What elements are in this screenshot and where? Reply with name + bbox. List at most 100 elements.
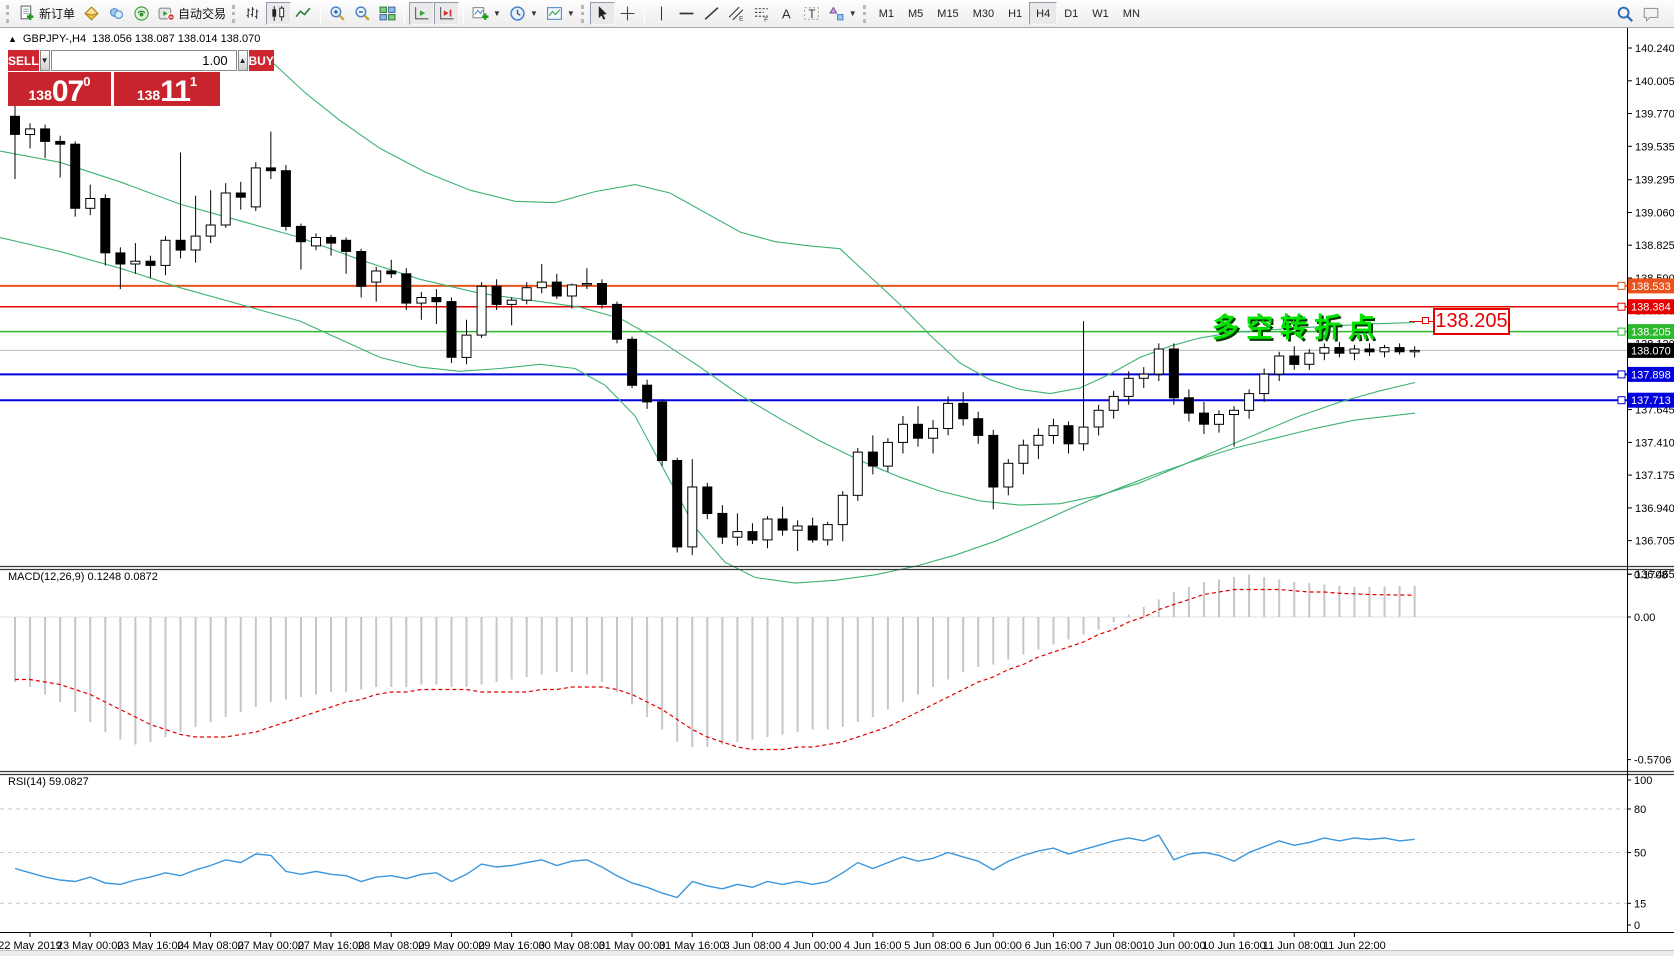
- macd-signal-line: [15, 588, 1415, 751]
- svg-text:138.825: 138.825: [1635, 240, 1674, 252]
- turning-point-annotation[interactable]: 多空转折点: [1212, 313, 1382, 343]
- svg-text:A: A: [782, 6, 791, 21]
- svg-text:136.940: 136.940: [1635, 503, 1674, 515]
- community-button[interactable]: [104, 2, 129, 25]
- svg-text:11 Jun 08:00: 11 Jun 08:00: [1263, 940, 1326, 952]
- publisher-icon: [83, 5, 100, 22]
- tile-windows-button[interactable]: [375, 2, 400, 25]
- buy-price-base: 138: [136, 87, 161, 103]
- sell-price-base: 138: [28, 87, 52, 103]
- sell-button[interactable]: SELL: [8, 50, 39, 71]
- signals-button[interactable]: [129, 2, 154, 25]
- svg-text:27 May 16:00: 27 May 16:00: [298, 940, 365, 952]
- tf-m1-button[interactable]: M1: [872, 2, 901, 25]
- periods-icon: [509, 5, 526, 22]
- volume-increase-button[interactable]: ▲: [237, 50, 248, 71]
- chevron-down-icon[interactable]: ▼: [493, 9, 501, 18]
- chart-canvas[interactable]: 140.240 140.005 139.770 139.535 139.295 139.0…: [0, 28, 1674, 956]
- auto-scroll-icon: [413, 5, 430, 22]
- volume-decrease-button[interactable]: ▼: [39, 50, 50, 71]
- tf-m15-button[interactable]: M15: [930, 2, 965, 25]
- sell-price-pips: 07: [51, 74, 84, 108]
- community-icon: [108, 5, 125, 22]
- line-chart-icon: [295, 5, 312, 22]
- svg-text:28 May 08:00: 28 May 08:00: [358, 940, 425, 952]
- bollinger-upper-band: [271, 61, 1416, 395]
- bars-icon: [245, 5, 262, 22]
- tf-d1-button[interactable]: D1: [1057, 2, 1085, 25]
- publisher-button[interactable]: [79, 2, 104, 25]
- volume-input[interactable]: [50, 50, 237, 71]
- tf-h1-button[interactable]: H1: [1001, 2, 1029, 25]
- buy-button[interactable]: BUY: [248, 50, 274, 71]
- tf-m30-label: M30: [972, 7, 995, 20]
- candlestick-series: [10, 88, 1420, 556]
- indicators-button[interactable]: ▼: [468, 2, 505, 25]
- new-order-button[interactable]: 新订单: [15, 2, 79, 25]
- shapes-button[interactable]: ▼: [824, 2, 861, 25]
- autotrading-label: 自动交易: [178, 7, 227, 21]
- cursor-icon: [594, 5, 611, 22]
- tf-h4-button[interactable]: H4: [1029, 2, 1058, 25]
- search-button[interactable]: [1612, 2, 1638, 25]
- symbol-period-label: GBPJPY-,H4: [22, 33, 87, 45]
- zoom-out-button[interactable]: [350, 2, 375, 25]
- periods-button[interactable]: ▼: [505, 2, 542, 25]
- macd-indicator-label: MACD(12,26,9) 0.1248 0.0872: [8, 571, 158, 583]
- crosshair-button[interactable]: [615, 2, 640, 25]
- buy-price[interactable]: 138 11 1: [114, 72, 220, 106]
- templates-button[interactable]: ▼: [542, 2, 579, 25]
- svg-text:138.384: 138.384: [1631, 302, 1671, 314]
- templates-icon: [546, 5, 563, 22]
- autotrading-button[interactable]: 自动交易: [154, 2, 230, 25]
- price-callout-label[interactable]: 138.205: [1433, 308, 1510, 335]
- toolbar-grip[interactable]: [6, 4, 11, 23]
- zoom-in-button[interactable]: [325, 2, 350, 25]
- toolbar-grip[interactable]: [232, 4, 237, 23]
- buy-price-pips: 11: [160, 74, 191, 108]
- candles-icon: [270, 5, 287, 22]
- tf-w1-label: W1: [1092, 7, 1109, 20]
- search-icon: [1616, 5, 1634, 23]
- svg-text:E: E: [739, 15, 743, 22]
- svg-text:137.898: 137.898: [1631, 369, 1671, 381]
- tf-w1-button[interactable]: W1: [1085, 2, 1116, 25]
- horizontal-line-button[interactable]: [674, 2, 699, 25]
- cursor-button[interactable]: [589, 2, 615, 25]
- svg-text:11 Jun 22:00: 11 Jun 22:00: [1323, 940, 1386, 952]
- chart-window: 140.240 140.005 139.770 139.535 139.295 139.0…: [0, 28, 1674, 956]
- tf-m5-button[interactable]: M5: [901, 2, 930, 25]
- toolbar-grip[interactable]: [580, 4, 586, 23]
- svg-text:22 May 2019: 22 May 2019: [0, 940, 62, 952]
- equidistant-channel-button[interactable]: E: [724, 2, 749, 25]
- svg-text:15: 15: [1634, 898, 1646, 910]
- tf-mn-label: MN: [1122, 7, 1140, 20]
- tf-mn-button[interactable]: MN: [1116, 2, 1147, 25]
- tf-m30-button[interactable]: M30: [966, 2, 1001, 25]
- trendline-button[interactable]: [699, 2, 724, 25]
- new-order-icon: [19, 5, 36, 22]
- text-label-button[interactable]: T: [799, 2, 824, 25]
- fibonacci-button[interactable]: F: [749, 2, 774, 25]
- chevron-down-icon[interactable]: ▼: [529, 9, 538, 18]
- chart-shift-button[interactable]: [434, 2, 460, 25]
- vertical-line-button[interactable]: [649, 2, 674, 25]
- chart-line-button[interactable]: [291, 2, 316, 25]
- rsi-pane: [0, 808, 1627, 904]
- svg-text:140.005: 140.005: [1635, 76, 1674, 88]
- svg-text:136.705: 136.705: [1635, 536, 1674, 548]
- svg-text:3 Jun 08:00: 3 Jun 08:00: [724, 940, 782, 952]
- text-button[interactable]: A: [774, 2, 799, 25]
- chart-bars-button[interactable]: [241, 2, 266, 25]
- sell-price[interactable]: 138 07 0: [8, 72, 111, 106]
- chat-button[interactable]: [1638, 2, 1664, 25]
- chart-candles-button[interactable]: [266, 2, 292, 25]
- chevron-down-icon[interactable]: ▼: [566, 9, 575, 18]
- auto-scroll-button[interactable]: [409, 2, 435, 25]
- toolbar-grip[interactable]: [862, 4, 868, 23]
- chevron-down-icon[interactable]: ▼: [848, 9, 857, 18]
- panel-collapse-arrow[interactable]: ▲: [8, 34, 17, 44]
- svg-text:4 Jun 16:00: 4 Jun 16:00: [844, 940, 902, 952]
- buy-price-point: 1: [189, 74, 198, 89]
